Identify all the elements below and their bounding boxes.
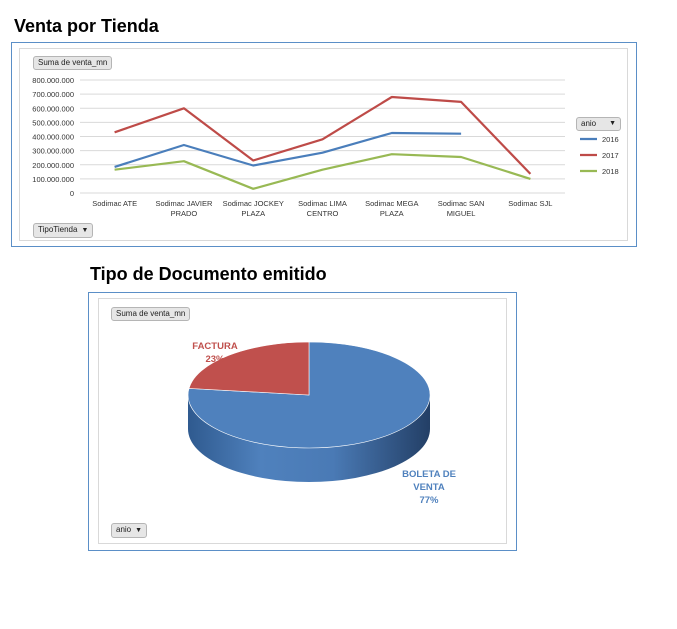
x-tick-label: MIGUEL: [447, 209, 476, 218]
series-line-2018: [114, 153, 531, 190]
pie-chart-title: Tipo de Documento emitido: [90, 264, 327, 284]
value-field-label: Suma de venta_mn: [38, 58, 108, 67]
y-tick-label: 800.000.000: [32, 76, 74, 85]
line-chart-svg: 800.000.000 700.000.000 600.000.000 500.000…: [32, 76, 619, 218]
pie-value-field-button[interactable]: Suma de venta_mn: [111, 307, 191, 321]
x-tick-label: Sodimac LIMA: [298, 199, 347, 208]
y-tick-label: 300.000.000: [32, 147, 74, 156]
dropdown-arrow-icon: ▼: [135, 527, 143, 534]
pie-legend-field-label: anio: [116, 525, 132, 534]
x-tick-label: Sodimac JOCKEY: [223, 199, 284, 208]
pie-chart-frame[interactable]: Suma de venta_mn anio ▼ BOLETA DE VENTA 77%…: [88, 292, 517, 551]
legend-label: 2016: [602, 135, 619, 144]
y-tick-label: 0: [70, 189, 74, 198]
x-tick-label: CENTRO: [307, 209, 339, 218]
pie-data-label: BOLETA DE: [402, 469, 456, 480]
y-tick-label: 700.000.000: [32, 90, 74, 99]
line-chart-plot-area: Suma de venta_mn TipoTienda ▼ anio ▼ 800.0…: [19, 48, 628, 241]
legend-field-label: anio: [581, 119, 597, 128]
pie-data-label: 23%: [205, 354, 225, 365]
x-tick-label: Sodimac SAN: [438, 199, 485, 208]
legend-label: 2018: [602, 167, 619, 176]
x-tick-label: PLAZA: [241, 209, 265, 218]
y-tick-label: 400.000.000: [32, 133, 74, 142]
y-tick-label: 100.000.000: [32, 175, 74, 184]
pie-slice-1: [188, 341, 310, 396]
y-tick-label: 500.000.000: [32, 118, 74, 127]
dropdown-arrow-icon: ▼: [81, 227, 89, 234]
x-tick-label: PLAZA: [380, 209, 404, 218]
series-line-2016: [114, 131, 462, 168]
axis-field-button[interactable]: TipoTienda ▼: [33, 223, 94, 238]
legend-field-button[interactable]: anio ▼: [576, 117, 621, 131]
pie-value-field-label: Suma de venta_mn: [116, 309, 186, 318]
x-tick-label: Sodimac JAVIER: [155, 199, 213, 208]
value-field-button[interactable]: Suma de venta_mn: [33, 56, 113, 70]
x-tick-label: Sodimac SJL: [508, 199, 552, 208]
x-tick-label: PRADO: [171, 209, 198, 218]
pie-chart-area: Suma de venta_mn anio ▼ BOLETA DE VENTA 77%…: [98, 298, 507, 544]
line-chart-title: Venta por Tienda: [14, 16, 159, 36]
line-chart-frame[interactable]: Suma de venta_mn TipoTienda ▼ anio ▼ 800.0…: [11, 42, 637, 247]
pie-data-label: 77%: [419, 495, 439, 506]
pie-side: [188, 395, 430, 482]
pie-legend-field-button[interactable]: anio ▼: [111, 523, 148, 538]
pie-data-label: FACTURA: [192, 341, 238, 352]
pie-data-label: VENTA: [413, 482, 445, 493]
x-tick-label: Sodimac ATE: [92, 199, 137, 208]
legend-label: 2017: [602, 151, 619, 160]
series-line-2017: [114, 95, 532, 175]
dropdown-arrow-icon: ▼: [609, 120, 616, 127]
y-tick-label: 200.000.000: [32, 161, 74, 170]
axis-field-label: TipoTienda: [38, 225, 78, 234]
pie-chart-svg: BOLETA DE VENTA 77% FACTURA 23%: [187, 341, 456, 506]
y-tick-label: 600.000.000: [32, 104, 74, 113]
x-tick-label: Sodimac MEGA: [365, 199, 418, 208]
